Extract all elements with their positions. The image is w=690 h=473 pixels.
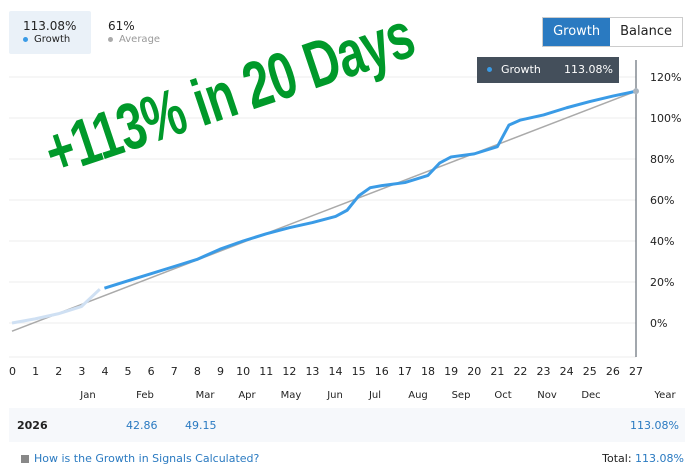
x-tick-label: 25	[583, 365, 597, 378]
month-label: Jul	[368, 390, 381, 400]
month-label: Nov	[537, 390, 557, 400]
year-total-cell: 113.08%	[630, 419, 679, 432]
x-tick-label: 14	[329, 365, 343, 378]
x-tick-label: 5	[125, 365, 132, 378]
x-tick-label: 16	[375, 365, 389, 378]
month-label: Feb	[136, 390, 154, 400]
mar-cell[interactable]: 49.15	[185, 419, 217, 432]
month-label: Jan	[79, 390, 95, 400]
x-tick-label: 10	[236, 365, 250, 378]
month-label: Dec	[581, 390, 600, 400]
x-tick-label: 23	[537, 365, 551, 378]
table-row: 2026 42.86 49.15 113.08%	[9, 408, 685, 442]
month-label: Sep	[452, 390, 471, 400]
average-line	[11, 90, 637, 332]
y-tick-label: 60%	[650, 194, 674, 207]
average-label: Average	[119, 34, 161, 45]
info-icon	[21, 455, 29, 463]
y-tick-label: 100%	[650, 112, 681, 125]
month-label: Jun	[326, 390, 343, 400]
x-tick-label: 21	[490, 365, 504, 378]
month-label: Aug	[408, 390, 428, 400]
year-cell: 2026	[17, 419, 48, 432]
growth-button[interactable]: Growth	[543, 18, 611, 46]
balance-button[interactable]: Balance	[620, 24, 672, 39]
x-tick-label: 3	[78, 365, 85, 378]
chart-toggle: Growth Balance	[542, 17, 683, 47]
y-tick-label: 0%	[650, 317, 667, 330]
growth-line	[103, 89, 637, 290]
month-label: Year	[653, 390, 676, 400]
month-label: Oct	[494, 390, 511, 400]
tooltip-dot-icon	[487, 67, 492, 72]
x-tick-label: 26	[606, 365, 620, 378]
stat-growth[interactable]: 113.08% Growth	[9, 11, 91, 54]
stat-average[interactable]: 61% Average	[94, 11, 174, 54]
x-tick-label: 6	[148, 365, 155, 378]
month-label: Apr	[238, 390, 256, 400]
x-tick-label: 12	[282, 365, 296, 378]
y-tick-label: 120%	[650, 71, 681, 84]
tooltip: Growth 113.08%	[477, 57, 619, 83]
month-label: May	[281, 390, 302, 400]
x-tick-label: 9	[217, 365, 224, 378]
x-tick-label: 13	[305, 365, 319, 378]
x-tick-label: 22	[513, 365, 527, 378]
help-link-text[interactable]: How is the Growth in Signals Calculated?	[34, 452, 260, 465]
x-tick-label: 17	[398, 365, 412, 378]
growth-pre-line	[11, 288, 101, 325]
tooltip-value: 113.08%	[564, 63, 613, 76]
average-value: 61%	[108, 19, 135, 33]
total-value: 113.08%	[635, 452, 684, 465]
x-tick-label: 2	[55, 365, 62, 378]
x-tick-label: 24	[560, 365, 574, 378]
x-tick-label: 19	[444, 365, 458, 378]
growth-end-marker	[633, 88, 639, 95]
x-tick-label: 0	[9, 365, 16, 378]
growth-dot-icon	[23, 36, 28, 42]
x-tick-label: 20	[467, 365, 481, 378]
growth-chart: 0%20%40%60%80%100%120%0 1 2 3 4 5 6 7 8 9 10 11 12 13…	[9, 60, 681, 400]
x-tick-label: 15	[352, 365, 366, 378]
x-tick-label: 8	[194, 365, 201, 378]
total: Total: 113.08%	[602, 452, 684, 465]
x-tick-label: 18	[421, 365, 435, 378]
growth-label: Growth	[34, 34, 71, 45]
growth-value: 113.08%	[23, 19, 77, 33]
y-tick-label: 40%	[650, 235, 674, 248]
total-label: Total:	[602, 452, 632, 465]
x-tick-label: 1	[32, 365, 39, 378]
tooltip-label: Growth	[501, 63, 541, 76]
x-tick-label: 4	[101, 365, 108, 378]
feb-cell[interactable]: 42.86	[126, 419, 158, 432]
month-label: Mar	[196, 390, 216, 400]
average-dot-icon	[108, 36, 113, 42]
x-tick-label: 27	[629, 365, 643, 378]
help-link[interactable]: How is the Growth in Signals Calculated?	[21, 452, 259, 465]
x-tick-label: 7	[171, 365, 178, 378]
y-tick-label: 20%	[650, 276, 674, 289]
x-tick-label: 11	[259, 365, 273, 378]
y-tick-label: 80%	[650, 153, 674, 166]
